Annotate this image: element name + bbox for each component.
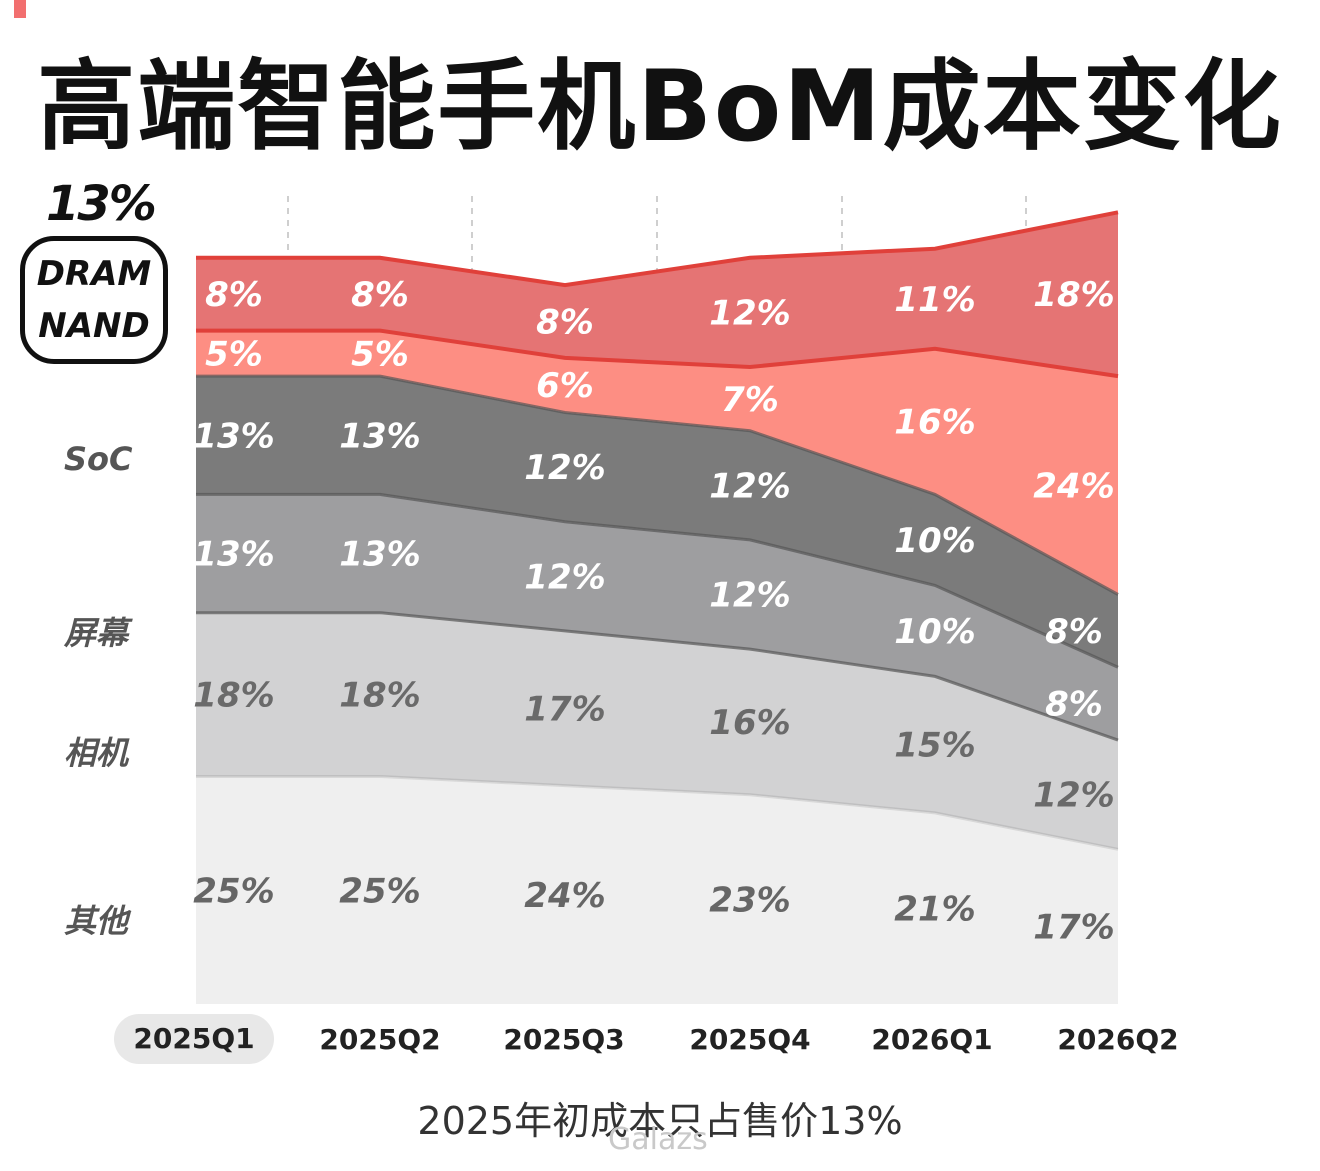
data-label-soc-2025Q4: 12%: [709, 466, 790, 506]
data-label-other-2025Q2: 25%: [339, 871, 420, 911]
data-label-nand-2025Q2: 5%: [351, 334, 409, 374]
data-label-camera-2025Q3: 17%: [524, 689, 605, 729]
boundary-line-screen: [196, 492, 1119, 669]
data-label-dram-2026Q2: 18%: [1033, 275, 1114, 315]
x-tick-2025q2: 2025Q2: [319, 1023, 441, 1056]
data-label-screen-2025Q3: 12%: [524, 557, 605, 597]
data-label-camera-2026Q1: 15%: [894, 726, 975, 766]
category-label-soc: SoC: [64, 440, 133, 478]
boundary-line-soc: [196, 374, 1119, 596]
area-dram: [196, 212, 1118, 377]
x-tick-2026q2: 2026Q2: [1057, 1023, 1179, 1056]
data-label-other-2025Q4: 23%: [709, 880, 790, 920]
data-label-screen-2025Q1: 13%: [193, 535, 274, 575]
x-tick-2026q1: 2026Q1: [871, 1023, 993, 1056]
callout-nand-label: NAND: [38, 306, 150, 346]
chart-caption: 2025年初成本只占售价13%: [417, 1099, 903, 1143]
top-accent-mark: [14, 0, 26, 18]
data-label-dram-2025Q2: 8%: [351, 275, 409, 315]
data-label-soc-2025Q2: 13%: [339, 416, 420, 456]
data-label-screen-2025Q2: 13%: [339, 535, 420, 575]
data-label-soc-2026Q1: 10%: [894, 521, 975, 561]
data-label-other-2026Q1: 21%: [894, 889, 975, 929]
boundary-line-dram: [196, 210, 1119, 288]
area-other: [196, 776, 1118, 1004]
data-label-nand-2025Q4: 7%: [721, 380, 779, 420]
area-screen: [196, 494, 1118, 741]
boundary-line-nand: [196, 328, 1119, 379]
boundary-line-camera: [196, 611, 1119, 742]
data-label-screen-2026Q1: 10%: [894, 612, 975, 652]
data-label-soc-2025Q3: 12%: [524, 448, 605, 488]
watermark-text: Galazs: [608, 1122, 708, 1157]
data-label-screen-2026Q2: 8%: [1045, 685, 1103, 725]
callout-percent: 13%: [46, 176, 157, 232]
data-label-screen-2025Q4: 12%: [709, 576, 790, 616]
boundary-line-other: [196, 775, 1119, 851]
callout-memory-box: DRAM NAND: [20, 236, 168, 364]
data-label-other-2026Q2: 17%: [1033, 908, 1114, 948]
data-label-nand-2025Q1: 5%: [205, 334, 263, 374]
data-label-nand-2026Q2: 24%: [1033, 466, 1114, 506]
area-soc: [196, 376, 1118, 668]
callout-dram-label: DRAM: [36, 254, 152, 294]
category-label-other: 其他: [64, 902, 129, 940]
data-label-camera-2026Q2: 12%: [1033, 776, 1114, 816]
x-tick-2025q4: 2025Q4: [689, 1023, 811, 1056]
data-label-dram-2025Q3: 8%: [536, 303, 594, 343]
data-label-soc-2026Q2: 8%: [1045, 612, 1103, 652]
page-title: 高端智能手机BoM成本变化: [37, 50, 1283, 164]
data-label-camera-2025Q2: 18%: [339, 676, 420, 716]
data-label-other-2025Q1: 25%: [193, 871, 274, 911]
data-label-other-2025Q3: 24%: [524, 876, 605, 916]
area-nand: [196, 330, 1118, 595]
data-label-nand-2025Q3: 6%: [536, 366, 594, 406]
category-label-camera: 相机: [64, 734, 129, 772]
category-label-screen: 屏幕: [64, 614, 129, 652]
data-label-camera-2025Q1: 18%: [193, 676, 274, 716]
area-camera: [196, 612, 1118, 850]
x-tick-2025q3: 2025Q3: [503, 1023, 625, 1056]
data-label-soc-2025Q1: 13%: [193, 416, 274, 456]
data-label-dram-2026Q1: 11%: [894, 280, 975, 320]
data-label-dram-2025Q1: 8%: [205, 275, 263, 315]
data-label-nand-2026Q1: 16%: [894, 403, 975, 443]
x-tick-2025q1: 2025Q1: [114, 1014, 274, 1064]
data-label-camera-2025Q4: 16%: [709, 703, 790, 743]
data-label-dram-2025Q4: 12%: [709, 293, 790, 333]
